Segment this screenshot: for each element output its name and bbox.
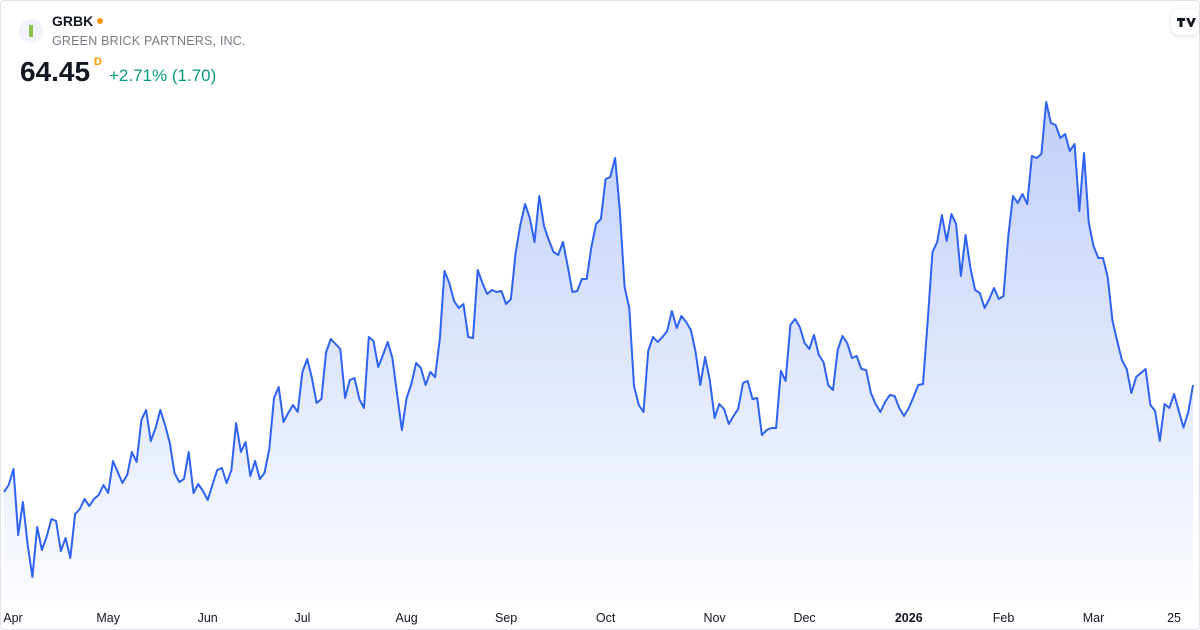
x-tick-label: Jul: [294, 611, 310, 625]
price: 64.45: [20, 56, 91, 87]
interval: D: [94, 56, 102, 68]
x-tick-label: Aug: [396, 611, 418, 625]
x-tick-label: May: [96, 611, 120, 625]
x-tick-label: Sep: [495, 611, 517, 625]
x-tick-label: Feb: [993, 611, 1015, 625]
change: +2.71% (1.70): [109, 66, 217, 85]
x-tick-label: Nov: [703, 611, 726, 625]
x-tick-label: 2026: [895, 611, 923, 625]
x-tick-label: Apr: [3, 611, 22, 625]
x-tick-label: Dec: [793, 611, 815, 625]
logo: [19, 19, 43, 43]
price-line: [3, 101, 1194, 578]
tradingview-logo[interactable]: [1171, 9, 1199, 35]
symbol[interactable]: GRBK: [52, 13, 104, 29]
symbol-text[interactable]: GRBK: [52, 13, 94, 29]
x-tick-label: Jun: [198, 611, 218, 625]
company-name: GREEN BRICK PARTNERS, INC.: [52, 34, 246, 48]
x-tick-label: 25: [1167, 611, 1181, 625]
x-tick-label: Oct: [596, 611, 616, 625]
x-tick-label: Mar: [1083, 611, 1105, 625]
area-fill: [4, 102, 1193, 601]
